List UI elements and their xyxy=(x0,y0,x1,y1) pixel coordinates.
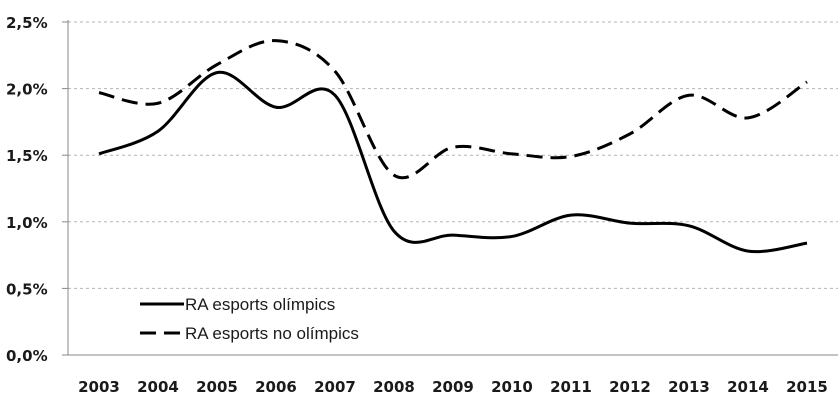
series-lines xyxy=(98,39,808,254)
y-tick-label: 1,5% xyxy=(6,147,48,165)
y-tick-label: 2,5% xyxy=(6,14,48,32)
x-tick-label: 2006 xyxy=(255,378,297,396)
legend: RA esports olímpics RA esports no olímpic… xyxy=(140,295,359,343)
y-tick-labels: 0,0% 0,5% 1,0% 1,5% 2,0% 2,5% xyxy=(6,14,48,365)
legend-label-1: RA esports olímpics xyxy=(185,295,335,314)
axes xyxy=(62,20,838,356)
x-tick-label: 2008 xyxy=(373,378,415,396)
x-tick-label: 2010 xyxy=(491,378,533,396)
x-tick-label: 2009 xyxy=(432,378,474,396)
series-line-1 xyxy=(98,71,808,254)
x-tick-label: 2011 xyxy=(550,378,592,396)
y-tick-label: 1,0% xyxy=(6,214,48,232)
x-tick-label: 2004 xyxy=(137,378,179,396)
x-tick-label: 2013 xyxy=(668,378,710,396)
y-tick-label: 0,0% xyxy=(6,347,48,365)
y-tick-label: 0,5% xyxy=(6,280,48,298)
gridlines xyxy=(68,21,838,289)
series-line-2 xyxy=(98,39,808,180)
x-tick-label: 2003 xyxy=(78,378,120,396)
x-tick-label: 2014 xyxy=(727,378,769,396)
x-tick-labels: 2003 2004 2005 2006 2007 2008 2009 2010 2011 2012… xyxy=(78,378,828,396)
legend-label-2: RA esports no olímpics xyxy=(185,324,359,343)
x-tick-label: 2007 xyxy=(314,378,356,396)
y-tick-label: 2,0% xyxy=(6,81,48,99)
x-tick-label: 2005 xyxy=(196,378,238,396)
x-tick-label: 2015 xyxy=(786,378,828,396)
x-tick-label: 2012 xyxy=(609,378,651,396)
